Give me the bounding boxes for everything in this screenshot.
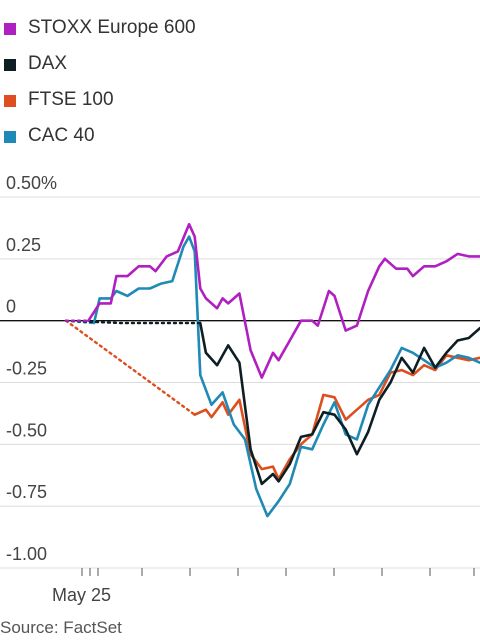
series-line (193, 354, 480, 481)
y-tick-label: -0.75 (6, 482, 47, 502)
legend-item-ftse: FTSE 100 (4, 82, 196, 118)
series-line (199, 321, 480, 486)
y-tick-label: -0.25 (6, 359, 47, 379)
legend-item-dax: DAX (4, 46, 196, 82)
source-note: Source: FactSet (0, 618, 122, 637)
legend-item-cac: CAC 40 (4, 118, 196, 154)
series-line (87, 222, 480, 379)
y-tick-label: 0.50% (6, 173, 57, 193)
legend-swatch-stoxx (4, 22, 16, 35)
legend: STOXX Europe 600 DAX FTSE 100 CAC 40 (4, 10, 196, 154)
y-tick-label: 0.25 (6, 235, 41, 255)
legend-swatch-ftse (4, 94, 16, 107)
series-line (92, 235, 480, 518)
legend-item-stoxx: STOXX Europe 600 (4, 10, 196, 46)
y-tick-label: -0.50 (6, 420, 47, 440)
legend-swatch-dax (4, 58, 16, 71)
legend-label-ftse: FTSE 100 (28, 89, 114, 110)
legend-label-stoxx: STOXX Europe 600 (28, 17, 196, 38)
legend-label-cac: CAC 40 (28, 125, 95, 146)
legend-label-dax: DAX (28, 53, 68, 74)
y-tick-label: 0 (6, 297, 16, 317)
legend-swatch-cac (4, 130, 16, 143)
y-tick-label: -1.00 (6, 544, 47, 564)
series-line-dotted (64, 319, 196, 416)
x-tick-label: May 25 (52, 585, 111, 605)
